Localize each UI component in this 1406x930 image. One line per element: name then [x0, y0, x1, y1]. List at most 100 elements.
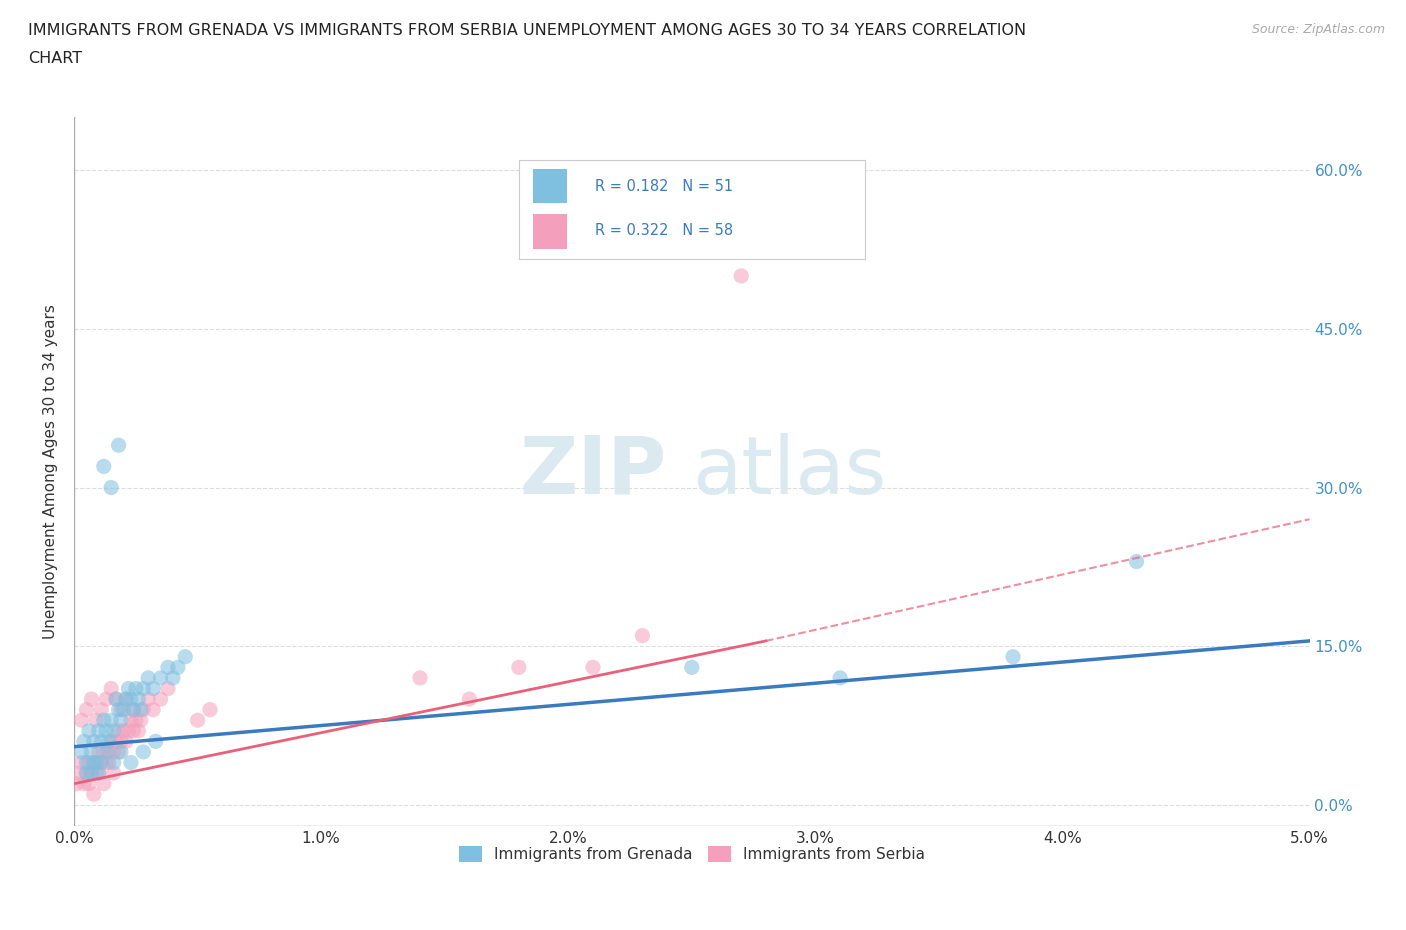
Point [107, 702, 129, 717]
Point [77, 724, 100, 738]
Point [103, 724, 125, 738]
Point [127, 724, 149, 738]
Point [90, 755, 112, 770]
Point [77, 755, 100, 770]
Legend: Immigrants from Grenada, Immigrants from Serbia: Immigrants from Grenada, Immigrants from… [453, 840, 931, 868]
Point [187, 712, 209, 727]
Point [83, 787, 105, 802]
Point [142, 681, 165, 696]
Point [100, 480, 122, 495]
Point [90, 734, 112, 749]
Point [97, 745, 120, 760]
Point [730, 269, 752, 284]
Point [125, 681, 148, 696]
Point [110, 702, 132, 717]
Point [122, 702, 145, 717]
Point [77, 777, 100, 791]
Point [75, 765, 97, 780]
Point [107, 745, 129, 760]
Point [65, 777, 87, 791]
Point [122, 724, 145, 738]
Point [83, 734, 105, 749]
Point [73, 734, 96, 749]
Point [100, 681, 122, 696]
Point [75, 755, 97, 770]
Point [83, 755, 105, 770]
Point [1001, 649, 1024, 664]
Point [96, 755, 118, 770]
Point [103, 745, 125, 760]
Point [132, 702, 155, 717]
Point [103, 755, 125, 770]
Point [136, 671, 159, 685]
Point [93, 777, 115, 791]
Point [107, 724, 129, 738]
Point [115, 734, 138, 749]
Point [105, 734, 128, 749]
Point [110, 734, 132, 749]
Point [96, 724, 118, 738]
Point [83, 755, 105, 770]
Point [112, 724, 135, 738]
Point [86, 765, 108, 780]
Point [115, 692, 138, 707]
Point [120, 755, 142, 770]
Point [110, 745, 132, 760]
Point [162, 671, 184, 685]
Point [125, 712, 148, 727]
Point [149, 692, 172, 707]
Point [458, 692, 481, 707]
Point [1125, 554, 1147, 569]
Point [75, 702, 97, 717]
Point [129, 702, 152, 717]
Point [80, 745, 103, 760]
Point [80, 692, 103, 707]
Point [117, 724, 139, 738]
Point [508, 660, 530, 675]
Point [582, 660, 605, 675]
Point [70, 712, 93, 727]
Point [156, 660, 179, 675]
Point [87, 745, 110, 760]
Point [167, 660, 190, 675]
Point [87, 765, 110, 780]
Point [105, 692, 128, 707]
Point [120, 712, 142, 727]
Point [103, 765, 125, 780]
Point [828, 671, 851, 685]
Point [67, 765, 90, 780]
Point [80, 765, 103, 780]
Point [75, 765, 97, 780]
Point [631, 628, 654, 643]
Point [409, 671, 432, 685]
Y-axis label: Unemployment Among Ages 30 to 34 years: Unemployment Among Ages 30 to 34 years [44, 304, 58, 639]
Point [100, 734, 122, 749]
Point [87, 765, 110, 780]
Point [96, 745, 118, 760]
Point [86, 755, 108, 770]
Point [120, 692, 142, 707]
Text: ZIP: ZIP [520, 432, 666, 511]
Point [145, 734, 167, 749]
Point [198, 702, 221, 717]
Point [136, 692, 159, 707]
Point [90, 702, 112, 717]
Point [86, 712, 108, 727]
Point [93, 712, 115, 727]
Point [129, 712, 152, 727]
Point [87, 724, 110, 738]
Point [100, 712, 122, 727]
Point [70, 745, 93, 760]
Point [93, 745, 115, 760]
Point [110, 712, 132, 727]
Point [96, 692, 118, 707]
Point [97, 755, 120, 770]
Point [73, 777, 96, 791]
Point [112, 702, 135, 717]
Point [105, 692, 128, 707]
Point [117, 681, 139, 696]
Point [127, 692, 149, 707]
Point [97, 734, 120, 749]
Text: Source: ZipAtlas.com: Source: ZipAtlas.com [1251, 23, 1385, 36]
Point [149, 671, 172, 685]
